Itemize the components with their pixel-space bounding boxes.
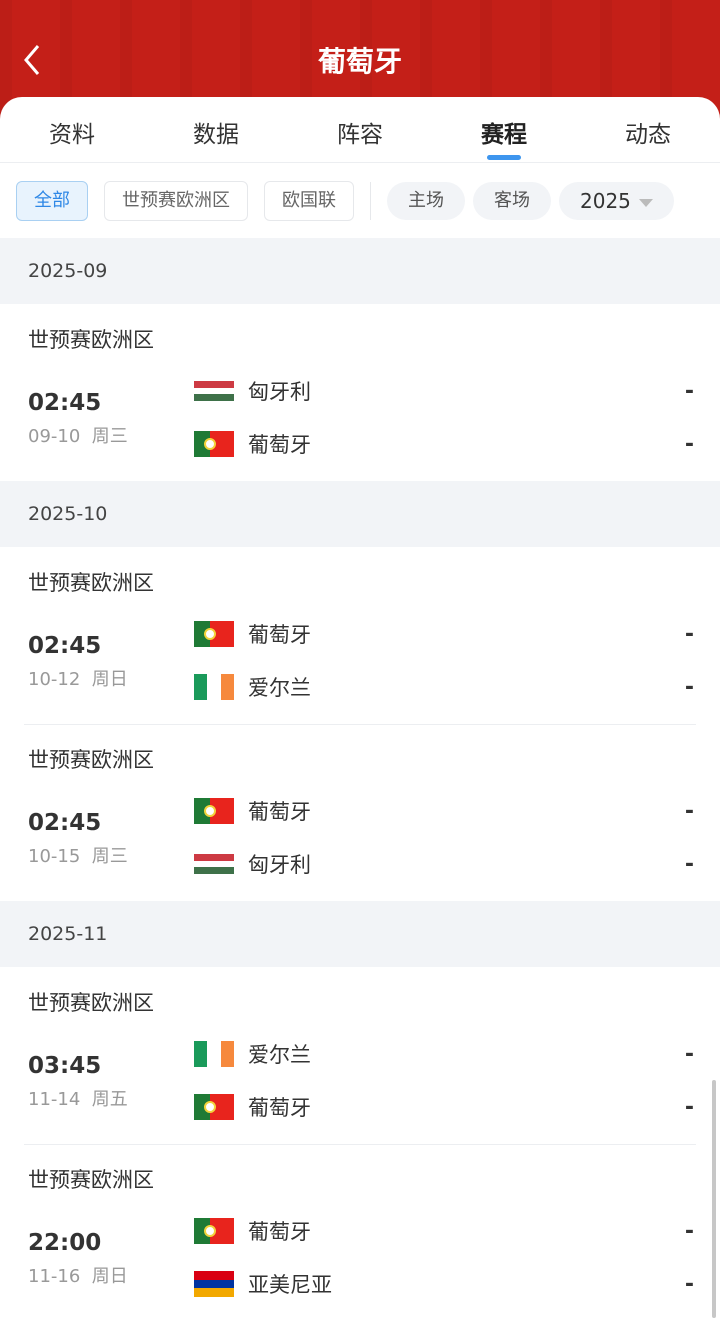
team-row-away[interactable]: 葡萄牙 - (194, 1092, 694, 1122)
tab-1[interactable]: 数据 (193, 122, 239, 148)
competition-label: 世预赛欧洲区 (28, 328, 154, 352)
filter-divider (370, 181, 371, 220)
competition-filter-2[interactable]: 欧国联 (264, 180, 354, 221)
team-score: - (684, 1094, 694, 1120)
team-name: 匈牙利 (248, 853, 311, 877)
team-name: 匈牙利 (248, 380, 311, 404)
ireland-flag-icon (194, 1041, 234, 1067)
match-time: 02:45 (28, 390, 102, 416)
match-date: 11-14 周五 (28, 1089, 128, 1110)
tab-2[interactable]: 阵容 (337, 122, 383, 148)
team-name: 葡萄牙 (248, 1220, 311, 1244)
filter-bar: 全部 世预赛欧洲区 欧国联 主场 客场 2025 (0, 163, 720, 238)
team-name: 爱尔兰 (248, 1043, 311, 1067)
match-date: 10-15 周三 (28, 846, 128, 867)
team-name: 爱尔兰 (248, 676, 311, 700)
competition-label: 世预赛欧洲区 (28, 571, 154, 595)
team-score: - (684, 378, 694, 404)
schedule-list: 2025-09 世预赛欧洲区 02:45 09-10 周三 匈牙利 - 葡萄牙 -2025-1… (0, 238, 720, 1318)
competition-filter-0[interactable]: 全部 (16, 180, 88, 221)
month-header: 2025-11 (0, 901, 720, 967)
team-row-away[interactable]: 亚美尼亚 - (194, 1269, 694, 1299)
team-name: 葡萄牙 (248, 623, 311, 647)
portugal-flag-icon (194, 621, 234, 647)
team-row-away[interactable]: 葡萄牙 - (194, 429, 694, 459)
team-row-home[interactable]: 匈牙利 - (194, 376, 694, 406)
month-header: 2025-09 (0, 238, 720, 304)
match-item[interactable]: 世预赛欧洲区 02:45 10-15 周三 葡萄牙 - 匈牙利 - (0, 724, 720, 901)
page-title: 葡萄牙 (317, 45, 402, 78)
match-time: 03:45 (28, 1053, 102, 1079)
match-item[interactable]: 世预赛欧洲区 02:45 09-10 周三 匈牙利 - 葡萄牙 - (0, 304, 720, 481)
match-item[interactable]: 世预赛欧洲区 03:45 11-14 周五 爱尔兰 - 葡萄牙 - (0, 967, 720, 1144)
armenia-flag-icon (194, 1271, 234, 1297)
venue-filter-0[interactable]: 主场 (387, 181, 465, 220)
match-date: 09-10 周三 (28, 426, 128, 447)
competition-label: 世预赛欧洲区 (28, 1168, 154, 1192)
caret-down-icon (638, 198, 653, 207)
match-time: 02:45 (28, 810, 102, 836)
team-row-away[interactable]: 爱尔兰 - (194, 672, 694, 702)
month-header: 2025-10 (0, 481, 720, 547)
team-score: - (684, 674, 694, 700)
tab-3[interactable]: 赛程 (432, 97, 576, 162)
team-score: - (684, 1041, 694, 1067)
match-item[interactable]: 世预赛欧洲区 22:00 11-16 周日 葡萄牙 - 亚美尼亚 - (0, 1144, 720, 1318)
team-name: 亚美尼亚 (248, 1273, 332, 1297)
hungary-flag-icon (194, 854, 234, 874)
team-row-home[interactable]: 葡萄牙 - (194, 796, 694, 826)
competition-filter-1[interactable]: 世预赛欧洲区 (104, 180, 248, 221)
hungary-flag-icon (194, 381, 234, 401)
team-score: - (684, 798, 694, 824)
team-name: 葡萄牙 (248, 800, 311, 824)
team-row-away[interactable]: 匈牙利 - (194, 849, 694, 879)
competition-label: 世预赛欧洲区 (28, 748, 154, 772)
match-date: 11-16 周日 (28, 1266, 128, 1287)
scrollbar[interactable] (712, 1080, 716, 1318)
team-name: 葡萄牙 (248, 433, 311, 457)
team-score: - (684, 621, 694, 647)
venue-filter-1[interactable]: 客场 (473, 181, 551, 220)
back-arrow-icon[interactable] (18, 40, 48, 80)
team-name: 葡萄牙 (248, 1096, 311, 1120)
portugal-flag-icon (194, 798, 234, 824)
tab-4[interactable]: 动态 (625, 122, 671, 148)
team-score: - (684, 851, 694, 877)
team-row-home[interactable]: 葡萄牙 - (194, 1216, 694, 1246)
ireland-flag-icon (194, 674, 234, 700)
team-row-home[interactable]: 爱尔兰 - (194, 1039, 694, 1069)
competition-label: 世预赛欧洲区 (28, 991, 154, 1015)
match-date: 10-12 周日 (28, 669, 128, 690)
tab-bar: 资料 数据 阵容 赛程 动态 (0, 97, 720, 163)
content-card: 资料 数据 阵容 赛程 动态 全部 世预赛欧洲区 欧国联 主场 客场 2025 2025-09 世预… (0, 97, 720, 1318)
portugal-flag-icon (194, 431, 234, 457)
team-score: - (684, 431, 694, 457)
team-row-home[interactable]: 葡萄牙 - (194, 619, 694, 649)
portugal-flag-icon (194, 1218, 234, 1244)
portugal-flag-icon (194, 1094, 234, 1120)
year-value: 2025 (580, 188, 631, 213)
team-score: - (684, 1271, 694, 1297)
year-dropdown[interactable]: 2025 (559, 181, 674, 220)
tab-0[interactable]: 资料 (49, 122, 95, 148)
match-item[interactable]: 世预赛欧洲区 02:45 10-12 周日 葡萄牙 - 爱尔兰 - (0, 547, 720, 724)
match-time: 02:45 (28, 633, 102, 659)
team-score: - (684, 1218, 694, 1244)
match-time: 22:00 (28, 1230, 102, 1256)
